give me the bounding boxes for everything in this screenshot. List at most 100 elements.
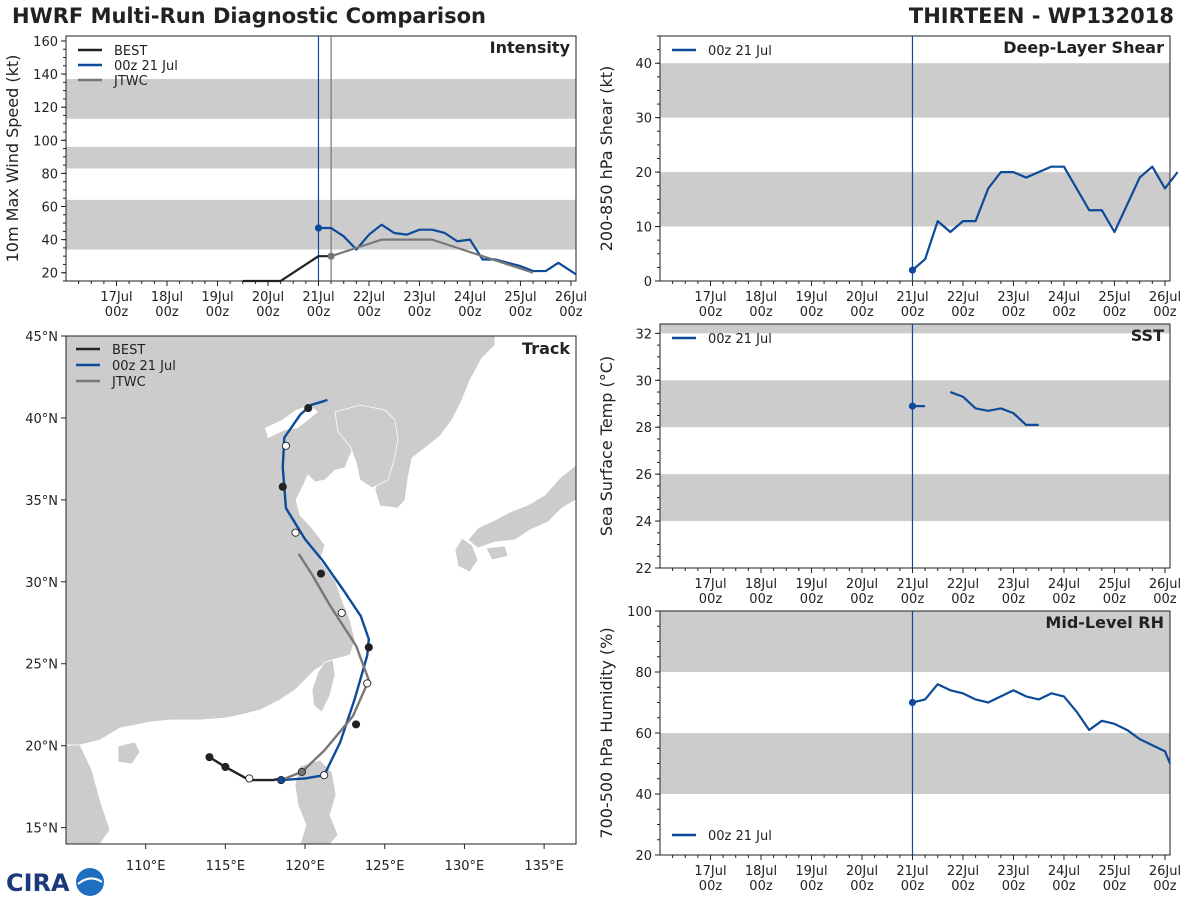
- sst-legend-label: 00z 21 Jul: [708, 332, 772, 347]
- rh-ytick-label: 60: [635, 727, 652, 742]
- intensity-ytick-label: 100: [33, 134, 58, 149]
- track-legend-label: 00z 21 Jul: [112, 359, 176, 374]
- track-point: [297, 767, 306, 776]
- shear-ylabel: 200-850 hPa Shear (kt): [597, 66, 616, 252]
- rh-xtick-label: 00z: [1103, 879, 1127, 894]
- sst-series-line: [949, 391, 1039, 426]
- track-ytick-label: 40°N: [25, 412, 58, 427]
- rh-xtick-label: 26Jul: [1149, 864, 1181, 879]
- intensity-frame: [65, 35, 577, 282]
- intensity-series-line: [318, 223, 577, 276]
- rh-legend-label: 00z 21 Jul: [708, 829, 772, 844]
- track-xtick-label: 135°E: [524, 859, 564, 874]
- rh-xtick-label: 00z: [951, 879, 975, 894]
- intensity-xtick-label: 25Jul: [504, 290, 536, 305]
- track-chart: 15°N 20°N 25°N 30°N 35°N 40°N 45°N 110°E 115°E 12…: [25, 330, 577, 874]
- track-point: [352, 720, 361, 729]
- rh-title: Mid-Level RH: [1045, 613, 1164, 632]
- shear-title: Deep-Layer Shear: [1003, 38, 1164, 57]
- track-point: [337, 608, 346, 617]
- track-point: [281, 441, 290, 450]
- sst-xtick-label: 26Jul: [1149, 577, 1181, 592]
- shear-xtick-label: 00z: [1153, 305, 1177, 320]
- rh-xtick-label: 19Jul: [795, 864, 827, 879]
- shear-series-point: [908, 266, 917, 274]
- sst-xtick-label: 00z: [1052, 592, 1076, 607]
- rh-xtick-label: 00z: [699, 879, 723, 894]
- track-point: [291, 528, 300, 537]
- intensity-xtick-label: 20Jul: [252, 290, 284, 305]
- shear-xtick-label: 00z: [1002, 305, 1026, 320]
- land-bohai-cut: [265, 405, 318, 438]
- shear-xtick-label: 00z: [749, 305, 773, 320]
- intensity-xtick-label: 00z: [509, 305, 533, 320]
- track-lines: [205, 398, 373, 785]
- sst-xtick-label: 00z: [850, 592, 874, 607]
- sst-xtick-label: 00z: [749, 592, 773, 607]
- track-frame: [65, 335, 577, 845]
- intensity-xtick-label: 00z: [307, 305, 331, 320]
- shear-ytick-label: 0: [644, 275, 652, 290]
- intensity-series-point: [327, 252, 335, 260]
- rh-xtick-label: 24Jul: [1048, 864, 1080, 879]
- intensity-band: [66, 79, 576, 119]
- sst-ylabel: Sea Surface Temp (°C): [597, 356, 616, 536]
- intensity-chart: 2040608010012014016017Jul00z18Jul00z19Ju…: [3, 35, 587, 320]
- intensity-ytick-label: 60: [41, 201, 58, 216]
- land-japan-shikoku: [485, 545, 509, 561]
- shear-chart: 01020304017Jul00z18Jul00z19Jul00z20Jul00…: [597, 35, 1181, 320]
- shear-ytick-label: 10: [635, 221, 652, 236]
- shear-xtick-label: 23Jul: [997, 290, 1029, 305]
- rh-ytick-label: 40: [635, 788, 652, 803]
- sst-xtick-label: 00z: [699, 592, 723, 607]
- intensity-series-line: [242, 255, 332, 283]
- sst-xtick-label: 24Jul: [1048, 577, 1080, 592]
- rh-xtick-label: 00z: [749, 879, 773, 894]
- rh-chart: 2040608010017Jul00z18Jul00z19Jul00z20Jul…: [597, 605, 1181, 894]
- sst-xtick-label: 25Jul: [1098, 577, 1130, 592]
- intensity-ytick-label: 140: [33, 68, 58, 83]
- shear-xtick-label: 17Jul: [694, 290, 726, 305]
- sst-xtick-label: 20Jul: [846, 577, 878, 592]
- shear-series-line: [911, 165, 1179, 271]
- land-korea: [334, 404, 399, 489]
- rh-xtick-label: 23Jul: [997, 864, 1029, 879]
- track-point: [221, 762, 230, 772]
- rh-series-point: [908, 698, 917, 707]
- sst-xtick-label: 00z: [1103, 592, 1127, 607]
- rh-band: [660, 733, 1170, 794]
- track-ytick-label: 45°N: [25, 330, 58, 345]
- shear-band: [660, 172, 1170, 227]
- shear-xtick-label: 18Jul: [745, 290, 777, 305]
- intensity-ytick-label: 160: [33, 35, 58, 50]
- land-taiwan: [311, 659, 336, 713]
- sst-xtick-label: 19Jul: [795, 577, 827, 592]
- track-point: [278, 482, 287, 491]
- sst-ytick-label: 24: [635, 515, 652, 530]
- shear-xtick-label: 00z: [1103, 305, 1127, 320]
- track-point: [363, 679, 372, 688]
- rh-xtick-label: 00z: [1002, 879, 1026, 894]
- sst-xtick-label: 22Jul: [947, 577, 979, 592]
- intensity-ytick-label: 20: [41, 267, 58, 282]
- rh-series-line: [912, 683, 1172, 764]
- intensity-xtick-label: 00z: [155, 305, 179, 320]
- track-title: Track: [522, 339, 570, 358]
- sst-xtick-label: 00z: [1002, 592, 1026, 607]
- shear-xtick-label: 21Jul: [896, 290, 928, 305]
- intensity-band: [66, 146, 576, 169]
- intensity-xtick-label: 21Jul: [302, 290, 334, 305]
- intensity-xtick-label: 00z: [559, 305, 583, 320]
- intensity-legend-label: JTWC: [113, 74, 148, 89]
- intensity-xtick-label: 00z: [206, 305, 230, 320]
- track-point: [304, 404, 313, 413]
- intensity-xtick-label: 00z: [256, 305, 280, 320]
- intensity-title: Intensity: [490, 38, 571, 57]
- intensity-series-line: [330, 238, 534, 274]
- track-point: [205, 753, 214, 762]
- rh-band: [660, 611, 1170, 672]
- rh-xtick-label: 00z: [800, 879, 824, 894]
- page-title: HWRF Multi-Run Diagnostic Comparison: [12, 4, 487, 28]
- rh-ytick-label: 20: [635, 849, 652, 864]
